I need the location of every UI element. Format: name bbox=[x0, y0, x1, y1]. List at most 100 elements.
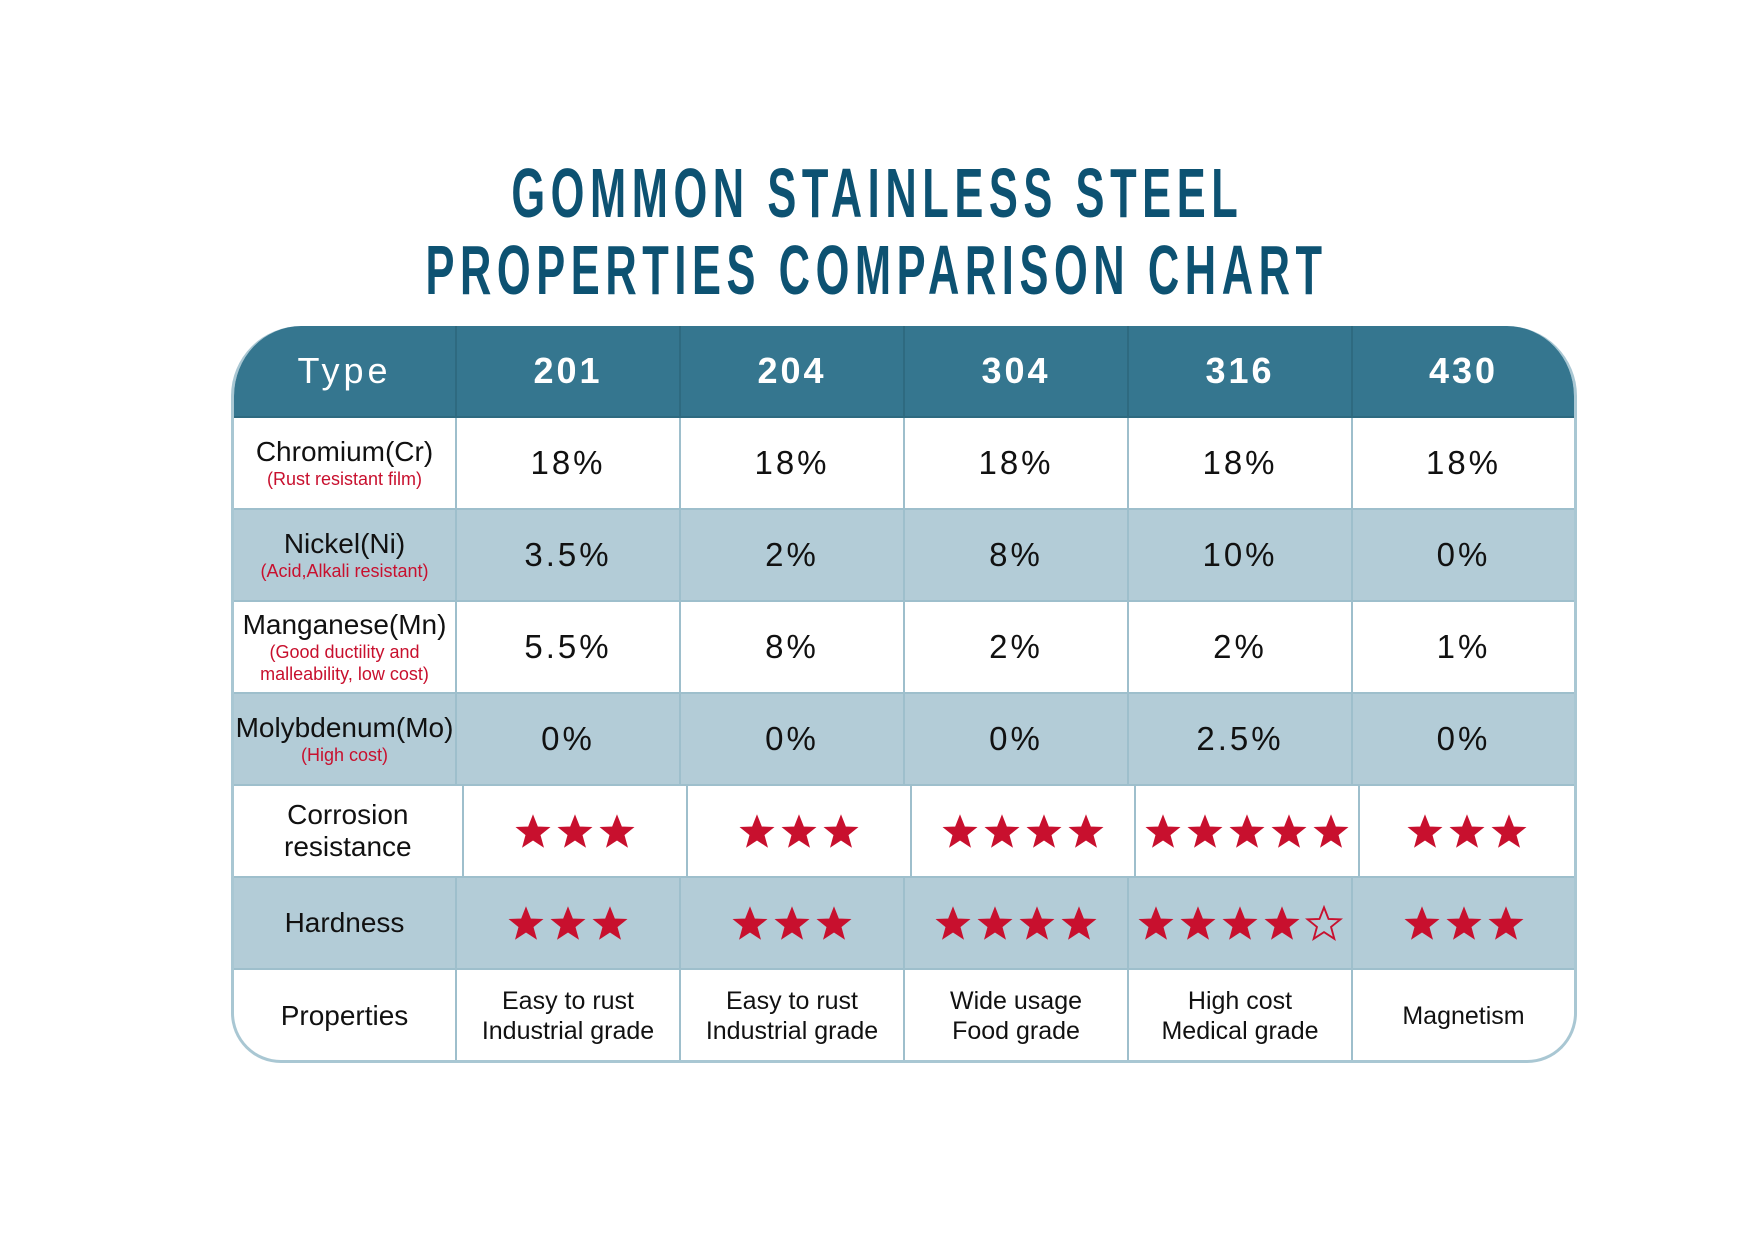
value-cell: 0% bbox=[457, 694, 681, 784]
table-row: Molybdenum(Mo) (High cost) 0% 0% 0% 2.5% 0% bbox=[234, 694, 1574, 786]
header-row: Type 201 204 304 316 430 bbox=[234, 326, 1574, 418]
table-row: Nickel(Ni) (Acid,Alkali resistant) 3.5% 2% 8… bbox=[234, 510, 1574, 602]
value-text: 8% bbox=[765, 628, 819, 665]
value-text: 2% bbox=[1213, 628, 1267, 665]
value-cell bbox=[1360, 786, 1574, 876]
star-filled-icon bbox=[1271, 814, 1307, 848]
star-filled-icon bbox=[1019, 906, 1055, 940]
value-cell bbox=[912, 786, 1136, 876]
property-text: Food grade bbox=[952, 1017, 1080, 1045]
star-rating bbox=[1406, 813, 1528, 849]
star-rating bbox=[731, 905, 853, 941]
value-cell: 0% bbox=[905, 694, 1129, 784]
star-filled-icon bbox=[1488, 906, 1523, 940]
value-cell bbox=[681, 878, 905, 968]
property-text: High cost bbox=[1187, 987, 1293, 1015]
star-filled-icon bbox=[1491, 814, 1527, 848]
value-cell bbox=[457, 878, 681, 968]
value-cell bbox=[1129, 878, 1353, 968]
value-cell: Wide usage Food grade bbox=[905, 970, 1129, 1060]
star-empty-icon bbox=[1305, 905, 1343, 941]
star-filled-icon bbox=[1313, 814, 1349, 848]
value-cell bbox=[464, 786, 688, 876]
value-cell: 2% bbox=[905, 602, 1129, 692]
row-label: Corrosion resistance bbox=[284, 799, 412, 862]
value-cell: 3.5% bbox=[457, 510, 681, 600]
star-filled-icon bbox=[1407, 814, 1443, 848]
star-filled-icon bbox=[1026, 814, 1062, 848]
star-filled-icon bbox=[550, 906, 586, 940]
row-note: (High cost) bbox=[300, 745, 389, 765]
value-cell: Magnetism bbox=[1353, 970, 1574, 1060]
row-label-cell: Properties bbox=[234, 970, 457, 1060]
row-label: Hardness bbox=[284, 907, 405, 938]
header-grade: 201 bbox=[457, 326, 681, 416]
header-grade: 316 bbox=[1129, 326, 1353, 416]
value-cell: 18% bbox=[1129, 418, 1353, 508]
value-cell: 2% bbox=[1129, 602, 1353, 692]
chart-title-line-1: GOMMON STAINLESS STEEL bbox=[510, 154, 1243, 232]
row-label-cell: Manganese(Mn) (Good ductility and malleab… bbox=[234, 602, 457, 692]
comparison-table: Type 201 204 304 316 430 Chromium(Cr) (Rust res… bbox=[231, 326, 1577, 1063]
row-label-cell: Hardness bbox=[234, 878, 457, 968]
value-cell: High cost Medical grade bbox=[1129, 970, 1353, 1060]
star-filled-icon bbox=[1222, 906, 1258, 940]
value-text: 8% bbox=[989, 536, 1043, 573]
value-cell bbox=[1136, 786, 1360, 876]
value-cell: 5.5% bbox=[457, 602, 681, 692]
star-filled-icon bbox=[1404, 906, 1439, 940]
value-text: 0% bbox=[989, 720, 1043, 757]
value-text: 0% bbox=[1436, 536, 1491, 573]
header-grade: 430 bbox=[1428, 350, 1499, 391]
star-rating bbox=[507, 905, 629, 941]
row-note: (Acid,Alkali resistant) bbox=[260, 561, 429, 581]
star-filled-icon bbox=[599, 814, 635, 848]
property-text: Magnetism bbox=[1402, 1002, 1525, 1030]
star-rating bbox=[1403, 905, 1525, 941]
row-label-cell: Chromium(Cr) (Rust resistant film) bbox=[234, 418, 457, 508]
star-filled-icon bbox=[1068, 814, 1104, 848]
value-text: 2% bbox=[765, 536, 819, 573]
table-row: Chromium(Cr) (Rust resistant film) 18% 18% 1… bbox=[234, 418, 1574, 510]
value-cell: 18% bbox=[1353, 418, 1574, 508]
table-row: Properties Easy to rust Industrial grade Ea… bbox=[234, 970, 1574, 1060]
value-cell: 0% bbox=[1353, 510, 1574, 600]
value-text: 0% bbox=[541, 720, 595, 757]
star-filled-icon bbox=[1138, 906, 1174, 940]
star-filled-icon bbox=[774, 906, 810, 940]
property-text: Industrial grade bbox=[481, 1017, 655, 1045]
chart-title-line-2: PROPERTIES COMPARISON CHART bbox=[425, 231, 1329, 309]
value-cell: Easy to rust Industrial grade bbox=[681, 970, 905, 1060]
row-note: (Rust resistant film) bbox=[266, 469, 423, 489]
row-label-cell: Corrosion resistance bbox=[234, 786, 464, 876]
header-grade: 204 bbox=[681, 326, 905, 416]
value-cell: 2.5% bbox=[1129, 694, 1353, 784]
star-filled-icon bbox=[1061, 906, 1097, 940]
star-filled-icon bbox=[557, 814, 593, 848]
header-type: Type bbox=[234, 326, 457, 416]
star-filled-icon bbox=[984, 814, 1020, 848]
table-row: Hardness bbox=[234, 878, 1574, 970]
value-cell: 1% bbox=[1353, 602, 1574, 692]
value-cell: 8% bbox=[681, 602, 905, 692]
value-text: 18% bbox=[1202, 444, 1278, 481]
value-cell: 0% bbox=[1353, 694, 1574, 784]
value-text: 18% bbox=[978, 444, 1054, 481]
value-cell bbox=[905, 878, 1129, 968]
value-text: 18% bbox=[754, 444, 830, 481]
star-rating bbox=[941, 813, 1105, 849]
value-cell bbox=[688, 786, 912, 876]
value-text: 3.5% bbox=[524, 536, 612, 573]
table-row: Manganese(Mn) (Good ductility and malleab… bbox=[234, 602, 1574, 694]
star-filled-icon bbox=[935, 906, 971, 940]
star-filled-icon bbox=[823, 814, 859, 848]
star-rating bbox=[1137, 905, 1343, 941]
property-text: Industrial grade bbox=[705, 1017, 879, 1045]
value-cell bbox=[1353, 878, 1574, 968]
star-filled-icon bbox=[739, 814, 775, 848]
property-text: Wide usage bbox=[949, 987, 1083, 1015]
row-label: Nickel(Ni) bbox=[283, 528, 406, 559]
star-filled-icon bbox=[816, 906, 852, 940]
value-text: 18% bbox=[1425, 444, 1502, 481]
star-rating bbox=[738, 813, 860, 849]
